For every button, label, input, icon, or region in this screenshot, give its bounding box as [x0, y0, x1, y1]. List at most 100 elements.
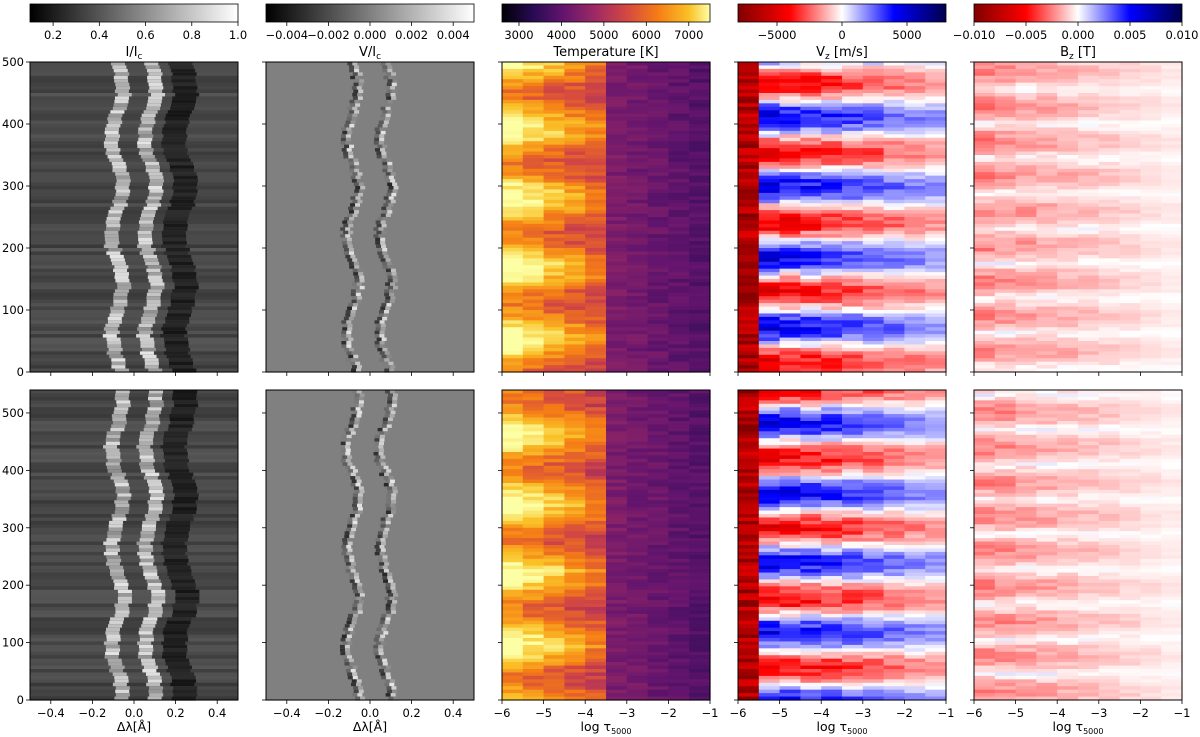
- line-core: [387, 99, 393, 104]
- cell: [543, 572, 565, 577]
- cell: [738, 551, 760, 556]
- cell: [758, 124, 781, 129]
- cell: [738, 493, 760, 498]
- strip: [30, 189, 238, 194]
- cell: [647, 127, 669, 132]
- cell: [883, 476, 905, 481]
- cell: [883, 407, 905, 412]
- cell: [522, 396, 545, 401]
- cell: [502, 534, 524, 539]
- cell: [543, 507, 565, 512]
- cell: [502, 624, 524, 629]
- cell: [543, 272, 565, 277]
- line-core: [385, 510, 391, 515]
- cell: [626, 341, 649, 346]
- cell: [626, 493, 649, 498]
- line-core: [145, 672, 160, 677]
- cell: [522, 306, 545, 311]
- line-core: [380, 113, 386, 118]
- dark-band: [169, 199, 194, 204]
- cell: [522, 558, 545, 563]
- cell: [522, 514, 545, 519]
- cell: [821, 223, 843, 228]
- line-core: [146, 410, 161, 415]
- cell: [904, 210, 926, 215]
- line-core: [141, 662, 156, 667]
- line-core: [137, 244, 152, 249]
- line-core: [114, 265, 129, 270]
- cell: [502, 596, 524, 601]
- strip: [266, 334, 474, 339]
- cell: [502, 265, 524, 270]
- line-core: [373, 648, 379, 653]
- cell: [779, 347, 801, 352]
- cell: [758, 82, 781, 87]
- cell: [606, 265, 628, 270]
- strip: [30, 462, 238, 467]
- cell: [758, 303, 781, 308]
- cell: [883, 414, 905, 419]
- cell: [800, 227, 822, 232]
- cell: [522, 545, 545, 550]
- cell: [689, 282, 711, 287]
- line-core: [109, 158, 124, 163]
- line-core: [354, 79, 360, 84]
- cell: [758, 227, 781, 232]
- strip: [30, 520, 238, 525]
- cell: [689, 407, 711, 412]
- cell: [543, 545, 565, 550]
- cell: [543, 144, 565, 149]
- cell: [502, 62, 524, 67]
- cell: [647, 689, 669, 694]
- cell: [738, 410, 760, 415]
- cell: [779, 358, 801, 363]
- cell: [904, 310, 926, 315]
- cell: [689, 476, 711, 481]
- line-core: [358, 486, 364, 491]
- dark-band: [170, 672, 195, 677]
- cell: [543, 396, 565, 401]
- cell: [800, 68, 822, 73]
- cell: [842, 296, 864, 301]
- cell: [800, 410, 822, 415]
- line-core: [105, 220, 120, 225]
- cell: [626, 265, 649, 270]
- cell: [800, 465, 822, 470]
- cell: [647, 655, 669, 660]
- cell: [862, 410, 885, 415]
- cell: [738, 151, 760, 156]
- cell: [758, 282, 781, 287]
- cell: [689, 289, 711, 294]
- line-core: [380, 220, 386, 225]
- cell: [842, 168, 864, 173]
- cell: [800, 400, 822, 405]
- cell: [883, 62, 905, 67]
- cell: [564, 410, 586, 415]
- line-core: [351, 390, 357, 395]
- line-core: [357, 72, 363, 77]
- strip: [266, 189, 474, 194]
- strip: [266, 658, 474, 663]
- line-core: [379, 148, 385, 153]
- strip: [266, 414, 474, 419]
- line-core: [378, 445, 384, 450]
- cell: [564, 658, 586, 663]
- line-core: [107, 213, 122, 218]
- line-core: [350, 203, 356, 208]
- dark-band: [172, 172, 197, 177]
- x-tick-label: 0.4: [444, 706, 462, 720]
- line-core: [374, 441, 380, 446]
- cell: [564, 137, 586, 142]
- strip: [30, 103, 238, 108]
- line-core: [354, 489, 360, 494]
- cell: [585, 458, 607, 463]
- line-core: [107, 658, 122, 663]
- dark-band: [163, 337, 188, 342]
- cell: [647, 431, 669, 436]
- line-core: [384, 289, 390, 294]
- line-core: [359, 79, 365, 84]
- cell: [800, 462, 822, 467]
- cell: [758, 148, 781, 153]
- cell: [502, 424, 524, 429]
- cell: [842, 483, 864, 488]
